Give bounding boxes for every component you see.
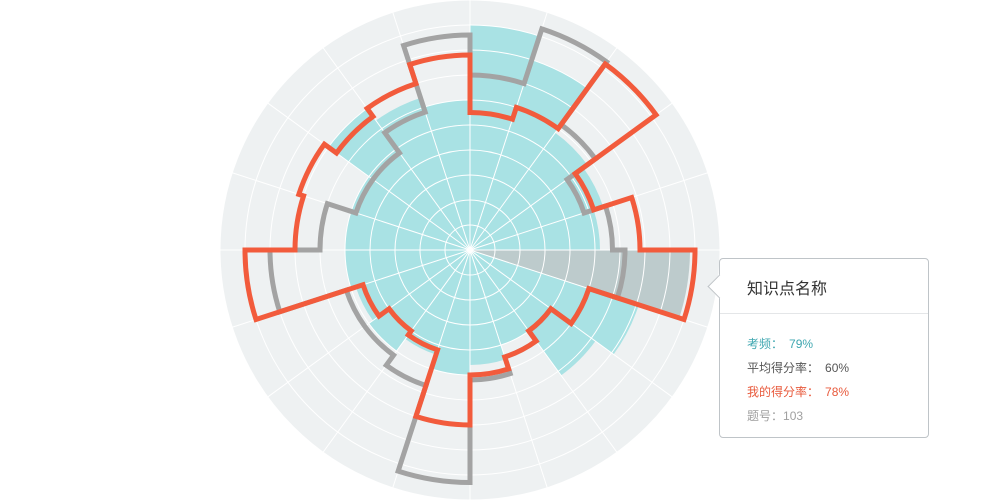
- frequency-bar[interactable]: [423, 100, 470, 250]
- question-value: 103: [783, 409, 804, 423]
- tooltip-title: 知识点名称: [747, 281, 828, 298]
- tooltip-mine-row: 我的得分率： 78%: [747, 383, 849, 400]
- tooltip: 知识点名称 考频： 79% 平均得分率： 60% 我的得分率： 78% 题号：103: [707, 258, 929, 438]
- frequency-bar[interactable]: [368, 250, 470, 352]
- mine-label: 我的得分率：: [747, 385, 820, 399]
- question-label: 题号：: [747, 409, 784, 423]
- frequency-bar[interactable]: [470, 250, 596, 376]
- frequency-bar[interactable]: [375, 97, 470, 250]
- grid-spoke: [322, 249, 471, 453]
- grid-spoke: [469, 249, 618, 453]
- tooltip-frequency-row: 考频： 79%: [747, 335, 813, 352]
- mine-series-outline: [242, 52, 698, 428]
- frequency-bar[interactable]: [470, 167, 604, 250]
- frequency-bar[interactable]: [470, 250, 529, 346]
- frequency-bar[interactable]: [355, 250, 470, 321]
- frequency-bar[interactable]: [405, 250, 470, 355]
- tooltip-average-row: 平均得分率： 60%: [747, 359, 849, 376]
- frequency-bar[interactable]: [470, 250, 690, 318]
- tooltip-divider: [720, 313, 928, 314]
- frequency-bar[interactable]: [351, 176, 470, 250]
- average-series-outline: [267, 25, 628, 486]
- tooltip-question-row: 题号：103: [747, 407, 803, 424]
- average-value: 60%: [825, 361, 850, 375]
- average-label: 平均得分率：: [747, 361, 820, 375]
- average-outline: [267, 25, 628, 486]
- frequency-value: 79%: [789, 337, 814, 351]
- grid-spoke: [267, 102, 471, 251]
- mine-outline: [242, 52, 698, 428]
- mine-value: 78%: [825, 385, 850, 399]
- frequency-label: 考频：: [747, 337, 784, 351]
- frequency-bar[interactable]: [470, 59, 588, 250]
- grid-spoke: [267, 249, 471, 398]
- frequency-bar[interactable]: [470, 132, 588, 250]
